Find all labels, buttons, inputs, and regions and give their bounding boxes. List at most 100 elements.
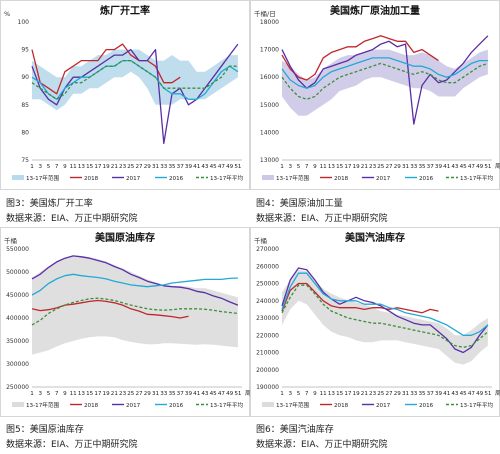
y-tick-label: 14000 [260,129,279,136]
legend-label: 2018 [84,403,99,409]
x-tick-label: 39 [435,164,443,170]
series-line-y2016 [281,57,488,89]
y-tick-label: 500000 [6,269,29,276]
x-tick-label: 43 [201,391,209,397]
legend-item: 13-17年平均 [446,174,493,182]
legend-label: 13-17年范围 [276,174,309,182]
x-tick-label: 51 [484,391,492,397]
x-tick-label: 47 [468,391,476,397]
legend-item: 2018 [70,403,99,409]
legend-label: 2017 [126,403,141,409]
x-tick-label: 11 [70,391,78,397]
x-tick-label: 47 [468,164,476,170]
series-line-y2017 [281,267,489,354]
x-tick-label: 45 [460,391,468,397]
x-tick-label: 9 [313,391,317,397]
legend-label: 2016 [419,403,434,409]
x-tick-label: 7 [305,391,309,397]
x-tick-label: 51 [234,391,242,397]
x-tick-label: 3 [38,164,42,170]
x-tick-label: 35 [168,164,176,170]
x-tick-label: 23 [369,391,377,397]
x-tick-label: 21 [361,391,369,397]
y-tick-label: 85 [21,102,29,109]
y-tick-label: 250000 [6,384,29,391]
x-tick-label: 33 [410,164,418,170]
series-line-avg [31,59,238,100]
x-tick-label: 27 [135,391,143,397]
x-tick-label: 3 [38,391,42,397]
y-tick-label: 260000 [256,263,279,270]
chart-title: 美国原油库存 [95,231,155,244]
chart-svg: 美国汽油库存 千桶 190000 200000 210000 220000 230000 24… [250,227,500,417]
x-tick-label: 19 [353,164,361,170]
y-tick-label: 90 [21,74,29,81]
x-tick-label: 43 [451,391,459,397]
series-line-y2016 [31,273,238,296]
legend-label: 13-17年平均 [460,174,493,182]
x-tick-label: 15 [86,164,94,170]
x-tick-label: 23 [369,164,377,170]
figure-caption: 图6：美国汽油库存 [256,425,334,435]
legend-item: 2017 [112,176,141,182]
legend-item: 2016 [405,403,434,409]
legend-item: 2017 [112,403,141,409]
figure-caption: 图4：美国原油加工量 [256,199,343,209]
legend-item: 13-17年平均 [446,401,493,409]
y-unit-label: 千桶 [254,236,267,245]
x-tick-label: 7 [305,164,309,170]
y-tick-label: 400000 [6,315,29,322]
series-line-y2017 [31,255,239,306]
x-tick-label: 3 [288,391,292,397]
x-tick-label: 17 [94,164,102,170]
legend-label: 2018 [334,176,349,182]
chart-svg: 美国炼厂原油加工量 千桶/日 13000 14000 15000 16000 17000 18… [250,0,500,190]
legend-swatch [262,175,274,180]
series-line-y2016 [281,272,489,336]
legend-item: 2018 [320,176,349,182]
x-tick-label: 39 [185,164,193,170]
x-tick-label: 29 [394,391,402,397]
y-tick-label: 100 [18,19,30,26]
y-tick-label: 16000 [260,74,279,81]
x-tick-label: 13 [328,391,336,397]
series-line-y2018 [281,35,439,81]
y-tick-label: 190000 [256,384,279,391]
legend-label: 2018 [334,403,349,409]
series-line-y2018 [281,282,439,314]
y-tick-label: 200000 [256,367,279,374]
range-band [282,269,488,365]
x-tick-label: 27 [385,164,393,170]
legend-swatch [12,175,24,180]
legend-label: 13-17年平均 [210,401,243,409]
x-tick-label: 45 [460,164,468,170]
x-tick-label: 21 [111,391,119,397]
y-tick-label: 220000 [256,332,279,339]
x-tick-label: 11 [320,164,328,170]
legend-label: 13-17年平均 [210,174,243,182]
y-tick-label: 250000 [256,281,279,288]
x-tick-label: 9 [63,164,67,170]
y-tick-label: 240000 [256,298,279,305]
legend-item: 2016 [155,176,184,182]
x-tick-label: 9 [63,391,67,397]
series-line-avg [31,297,238,326]
legend-item: 2016 [405,176,434,182]
x-tick-label: 5 [47,164,51,170]
x-tick-label: 5 [297,164,301,170]
y-tick-label: 450000 [6,292,29,299]
x-tick-label: 49 [226,164,234,170]
x-tick-label: 13 [78,164,86,170]
series-line-y2018 [31,43,181,95]
y-tick-label: 210000 [256,350,279,357]
chart-panel-crude-runs: 美国炼厂原油加工量 千桶/日 13000 14000 15000 16000 17000 18… [250,0,500,227]
legend-label: 2016 [169,403,184,409]
x-tick-label: 39 [435,391,443,397]
y-unit-label: % [4,10,10,18]
y-unit-label: 千桶/日 [254,9,276,18]
x-tick-label: 43 [451,164,459,170]
x-axis-label: 周 [245,390,250,397]
series-line-y2018 [31,299,189,319]
y-tick-label: 350000 [6,338,29,345]
